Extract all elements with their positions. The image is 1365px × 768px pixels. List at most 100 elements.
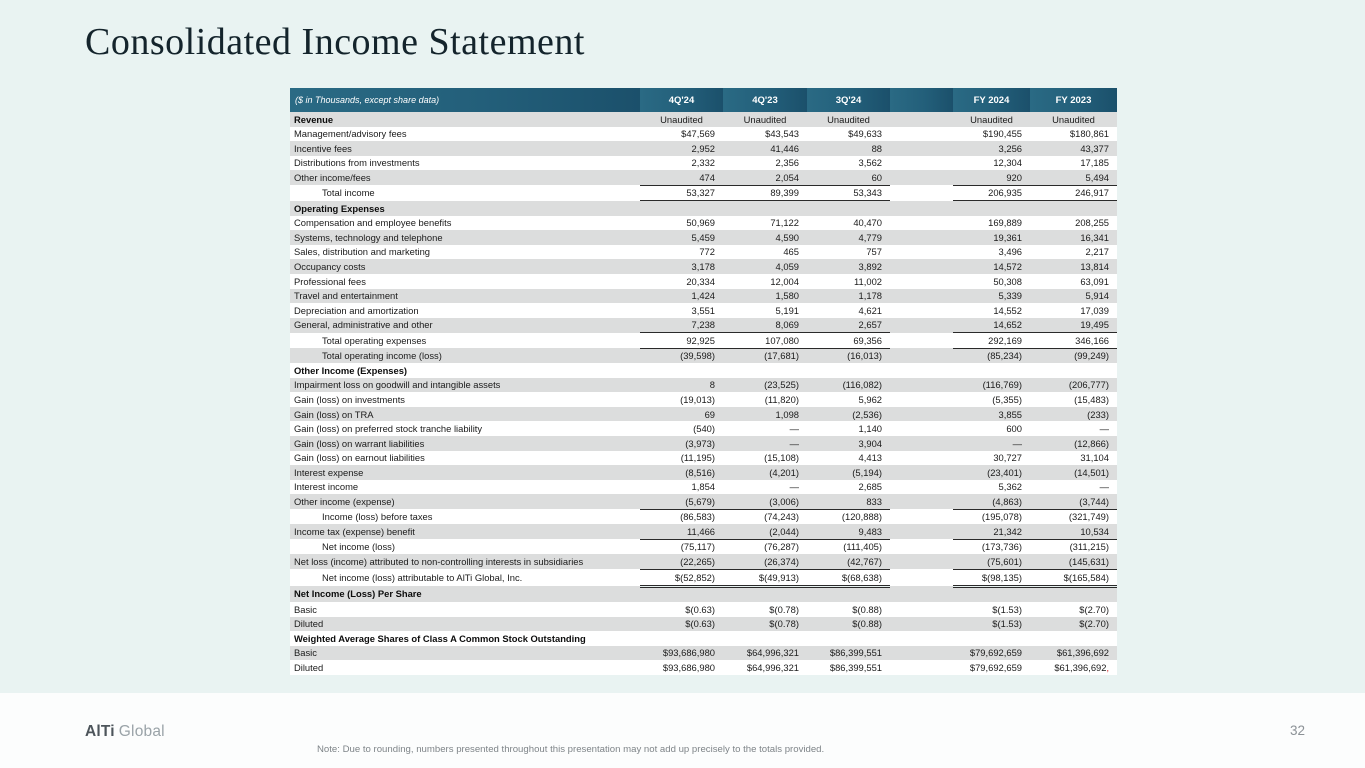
logo-text-bold: AlTi: [85, 723, 115, 740]
table-row: Gain (loss) on warrant liabilities (3,973…: [290, 436, 1117, 451]
row-value: 1,098: [723, 406, 807, 422]
row-value: 63,091: [1030, 274, 1117, 289]
row-value: (15,483): [1030, 392, 1117, 407]
row-value: [807, 631, 890, 646]
row-value: 169,889: [953, 215, 1030, 231]
row-value: $(1.53): [953, 616, 1030, 632]
table-row: Total income 53,327 89,399 53,343 206,935 246…: [290, 185, 1117, 202]
row-value: (86,583): [640, 509, 723, 525]
table-row: Gain (loss) on investments (19,013) (11,82…: [290, 392, 1117, 407]
row-label: Income (loss) before taxes: [290, 509, 640, 525]
table-row: Income (loss) before taxes (86,583) (74,24…: [290, 509, 1117, 525]
row-label: Revenue: [290, 112, 640, 127]
row-value: [807, 586, 890, 603]
row-value: $(68,638): [807, 569, 890, 588]
table-row: Net loss (income) attributed to non-cont…: [290, 554, 1117, 570]
table-row: Incentive fees 2,952 41,446 88 3,256 43,377: [290, 141, 1117, 156]
row-value: (74,243): [723, 509, 807, 525]
row-value: 3,496: [953, 244, 1030, 260]
slide-footer: AlTi Global Note: Due to rounding, number…: [0, 693, 1365, 768]
row-value: 246,917: [1030, 185, 1117, 202]
row-value: 19,495: [1030, 317, 1117, 334]
row-value: 3,892: [807, 259, 890, 275]
footer-note: Note: Due to rounding, numbers presented…: [317, 744, 825, 755]
table-row: Gain (loss) on earnout liabilities (11,19…: [290, 450, 1117, 466]
row-value: $93,686,980: [640, 660, 723, 675]
row-value: $(0.63): [640, 602, 723, 617]
row-value: 920: [953, 170, 1030, 186]
row-value: 1,140: [807, 421, 890, 437]
row-value: (206,777): [1030, 377, 1117, 393]
column-header-3q24: 3Q'24: [807, 88, 890, 112]
income-statement-table: ($ in Thousands, except share data) 4Q'2…: [290, 88, 1117, 675]
table-row: Professional fees 20,334 12,004 11,002 50,30…: [290, 274, 1117, 289]
row-value: $64,996,321: [723, 660, 807, 675]
row-label: Interest income: [290, 479, 640, 495]
table-row: Sales, distribution and marketing 772 465 7…: [290, 244, 1117, 260]
column-gap: [890, 616, 953, 632]
column-gap: [890, 631, 953, 646]
row-label: Depreciation and amortization: [290, 303, 640, 318]
row-label: Net loss (income) attributed to non-cont…: [290, 554, 640, 570]
row-value: (14,501): [1030, 465, 1117, 480]
row-value: $180,861: [1030, 126, 1117, 142]
table-row: Weighted Average Shares of Class A Commo…: [290, 631, 1117, 646]
row-value: [723, 586, 807, 603]
row-value: 12,004: [723, 274, 807, 289]
row-value: 20,334: [640, 274, 723, 289]
table-row: Interest income 1,854—2,685 5,362—: [290, 479, 1117, 495]
row-value: 2,657: [807, 317, 890, 334]
row-value: 5,494: [1030, 170, 1117, 186]
row-value: —: [1030, 421, 1117, 437]
table-row: Other Income (Expenses): [290, 363, 1117, 378]
row-value: 5,962: [807, 392, 890, 407]
row-label: Management/advisory fees: [290, 126, 640, 142]
row-label: Sales, distribution and marketing: [290, 244, 640, 260]
row-value: —: [723, 421, 807, 437]
row-value: (4,201): [723, 465, 807, 480]
table-row: General, administrative and other 7,238 8,…: [290, 317, 1117, 334]
row-value: 4,059: [723, 259, 807, 275]
row-label: Weighted Average Shares of Class A Commo…: [290, 631, 640, 646]
row-value: $86,399,551: [807, 660, 890, 675]
row-label: Net Income (Loss) Per Share: [290, 586, 640, 603]
row-value: 16,341: [1030, 230, 1117, 245]
column-gap: [890, 317, 953, 333]
row-value: 17,039: [1030, 303, 1117, 318]
row-value: Unaudited: [1030, 112, 1117, 127]
row-value: (233): [1030, 406, 1117, 422]
table-row: Total operating expenses 92,925 107,080 69,…: [290, 332, 1117, 349]
row-value: 2,054: [723, 170, 807, 186]
row-value: 40,470: [807, 215, 890, 231]
row-value: —: [723, 436, 807, 451]
row-value: —: [953, 436, 1030, 451]
page-number: 32: [1289, 723, 1305, 738]
row-value: $79,692,659: [953, 645, 1030, 661]
table-row: Management/advisory fees $47,569 $43,543 $4…: [290, 126, 1117, 142]
column-gap: [890, 363, 953, 378]
row-value: Unaudited: [807, 112, 890, 127]
table-row: Impairment loss on goodwill and intangib…: [290, 377, 1117, 393]
column-gap: [890, 645, 953, 661]
row-value: 50,969: [640, 215, 723, 231]
row-label: Gain (loss) on TRA: [290, 406, 640, 422]
column-gap: [890, 509, 953, 525]
row-label: Total income: [290, 185, 640, 201]
row-value: 465: [723, 244, 807, 260]
row-value: 5,362: [953, 479, 1030, 495]
row-value: 5,339: [953, 288, 1030, 304]
row-label: Other Income (Expenses): [290, 363, 640, 378]
column-gap: [890, 569, 953, 586]
row-value: (311,215): [1030, 539, 1117, 555]
column-gap: [890, 377, 953, 393]
row-value: 50,308: [953, 274, 1030, 289]
row-value: 3,256: [953, 141, 1030, 156]
row-label: Net income (loss) attributable to AlTi G…: [290, 569, 640, 586]
table-row: Basic $93,686,980 $64,996,321 $86,399,551 $7…: [290, 645, 1117, 661]
row-value: (321,749): [1030, 509, 1117, 525]
table-row: Total operating income (loss) (39,598) (17…: [290, 348, 1117, 364]
row-value: 3,855: [953, 406, 1030, 422]
row-value: 4,413: [807, 450, 890, 466]
column-gap: [890, 274, 953, 289]
row-value: $79,692,659: [953, 660, 1030, 675]
